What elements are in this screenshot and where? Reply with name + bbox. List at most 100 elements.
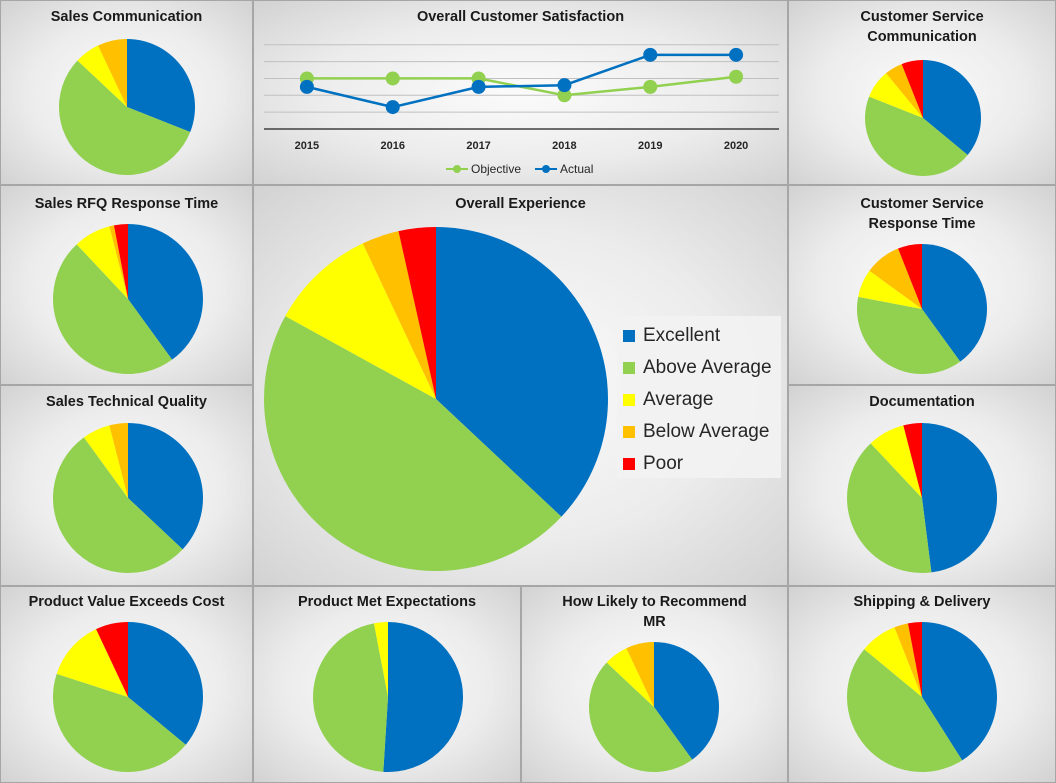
chart-title: Customer Service Response Time bbox=[847, 194, 997, 234]
pie-slice-below-average bbox=[894, 623, 922, 697]
pie-slice-average bbox=[858, 270, 922, 309]
legend-item-excellent: Excellent bbox=[623, 320, 781, 352]
pie-slice-above-average bbox=[264, 316, 562, 571]
pie-slice-below-average bbox=[626, 642, 654, 707]
data-point-objective bbox=[729, 69, 744, 84]
chart-title: Overall Customer Satisfaction bbox=[416, 9, 625, 25]
pie-slice-average bbox=[77, 45, 127, 107]
legend-label-actual: Actual bbox=[560, 162, 594, 176]
pie-slice-excellent bbox=[922, 244, 988, 362]
panel-customer-service-response-time: Customer Service Response Time bbox=[788, 185, 1056, 385]
pie-slice-poor bbox=[96, 622, 128, 697]
pie-slice-excellent bbox=[128, 622, 204, 745]
pie-slice-above-average bbox=[588, 662, 693, 773]
data-point-actual bbox=[557, 78, 572, 93]
pie-slice-excellent bbox=[922, 622, 997, 761]
x-tick-label: 2017 bbox=[466, 140, 490, 152]
pie-slice-average bbox=[869, 73, 923, 118]
pie-slice-above-average bbox=[856, 296, 961, 375]
legend-label-poor: Poor bbox=[643, 453, 684, 474]
x-tick-label: 2015 bbox=[295, 140, 319, 152]
data-point-objective bbox=[643, 79, 658, 94]
pie-slice-average bbox=[373, 622, 388, 697]
pie-slice-average bbox=[864, 627, 922, 697]
legend-label-above-average: Above Average bbox=[643, 357, 772, 378]
data-point-actual bbox=[385, 100, 400, 115]
pie-slice-excellent bbox=[383, 622, 464, 772]
legend-label-below-average: Below Average bbox=[643, 421, 770, 442]
chart-title-text: How Likely to Recommend MR bbox=[562, 594, 747, 630]
pie-slice-poor bbox=[113, 224, 128, 299]
legend-item-above-average: Above Average bbox=[623, 352, 781, 384]
data-point-actual bbox=[471, 79, 486, 94]
panel-product-value-exceeds-cost: Product Value Exceeds Cost bbox=[0, 586, 253, 783]
overall-experience-legend: Excellent Above Average Average Below Av… bbox=[617, 316, 781, 478]
legend-swatch-excellent bbox=[623, 330, 635, 342]
pie-slice-above-average bbox=[52, 673, 186, 773]
pie-slice-above-average bbox=[864, 96, 968, 177]
pie-slice-poor bbox=[398, 227, 436, 399]
pie-slice-average bbox=[56, 629, 128, 697]
line-chart: 2015 2016 2017 2018 2019 2020 bbox=[264, 44, 779, 152]
legend-item-below-average: Below Average bbox=[623, 416, 781, 448]
legend-item-objective: Objective bbox=[446, 162, 521, 176]
x-tick-label: 2018 bbox=[552, 140, 576, 152]
pie-slice-average bbox=[285, 243, 436, 399]
legend-key-objective bbox=[446, 164, 468, 174]
panel-sales-technical-quality: Sales Technical Quality bbox=[0, 385, 253, 586]
chart-title: Sales Communication bbox=[50, 9, 203, 25]
pie-slice-average bbox=[870, 425, 922, 498]
series-line-actual bbox=[306, 53, 737, 109]
pie-slice-poor bbox=[901, 60, 923, 118]
panel-sales-rfq-response-time: Sales RFQ Response Time bbox=[0, 185, 253, 385]
pie-chart bbox=[856, 244, 988, 375]
pie-chart bbox=[264, 227, 608, 571]
chart-title: Documentation bbox=[869, 394, 975, 410]
pie-slice-above-average bbox=[313, 623, 388, 772]
chart-title-text: Customer Service Communication bbox=[860, 9, 984, 45]
pie-chart bbox=[864, 60, 981, 177]
pie-slice-above-average bbox=[52, 437, 183, 574]
panel-how-likely-to-recommend: How Likely to Recommend MR bbox=[521, 586, 788, 783]
pie-slice-above-average bbox=[58, 60, 191, 176]
pie-chart bbox=[847, 423, 998, 574]
data-point-actual bbox=[299, 79, 314, 94]
pie-slice-below-average bbox=[886, 64, 923, 118]
panel-customer-service-communication: Customer Service Communication bbox=[788, 0, 1056, 185]
data-point-actual bbox=[729, 47, 744, 62]
pie-slice-below-average bbox=[869, 248, 922, 309]
legend-label-average: Average bbox=[643, 389, 714, 410]
chart-title: Shipping & Delivery bbox=[853, 594, 991, 610]
x-tick-label: 2020 bbox=[724, 140, 748, 152]
pie-chart bbox=[846, 622, 997, 772]
pie-slice-average bbox=[76, 226, 128, 299]
pie-slice-above-average bbox=[846, 649, 963, 772]
panel-documentation: Documentation bbox=[788, 385, 1056, 586]
legend-item-poor: Poor bbox=[623, 448, 781, 480]
pie-slice-excellent bbox=[922, 423, 998, 573]
pie-slice-below-average bbox=[109, 423, 128, 498]
data-point-objective bbox=[557, 88, 572, 103]
legend-item-average: Average bbox=[623, 384, 781, 416]
pie-chart bbox=[58, 39, 195, 176]
data-point-objective bbox=[385, 71, 400, 86]
pie-slice-below-average bbox=[109, 225, 128, 299]
legend-swatch-below-average bbox=[623, 426, 635, 438]
pie-slice-above-average bbox=[53, 244, 173, 374]
pie-slice-excellent bbox=[127, 39, 195, 133]
legend-key-actual bbox=[535, 164, 558, 174]
pie-slice-above-average bbox=[847, 443, 932, 574]
chart-title: Customer Service Communication bbox=[842, 7, 1002, 47]
x-tick-label: 2019 bbox=[638, 140, 662, 152]
pie-slice-average bbox=[83, 425, 128, 498]
pie-slice-excellent bbox=[128, 423, 203, 550]
legend-label-excellent: Excellent bbox=[643, 325, 721, 346]
chart-title: Product Value Exceeds Cost bbox=[28, 594, 225, 610]
pie-slice-poor bbox=[903, 423, 922, 498]
x-tick-label: 2016 bbox=[381, 140, 405, 152]
pie-slice-excellent bbox=[654, 642, 720, 760]
chart-title: Product Met Expectations bbox=[297, 594, 477, 610]
panel-product-met-expectations: Product Met Expectations bbox=[253, 586, 521, 783]
data-point-actual bbox=[643, 47, 658, 62]
